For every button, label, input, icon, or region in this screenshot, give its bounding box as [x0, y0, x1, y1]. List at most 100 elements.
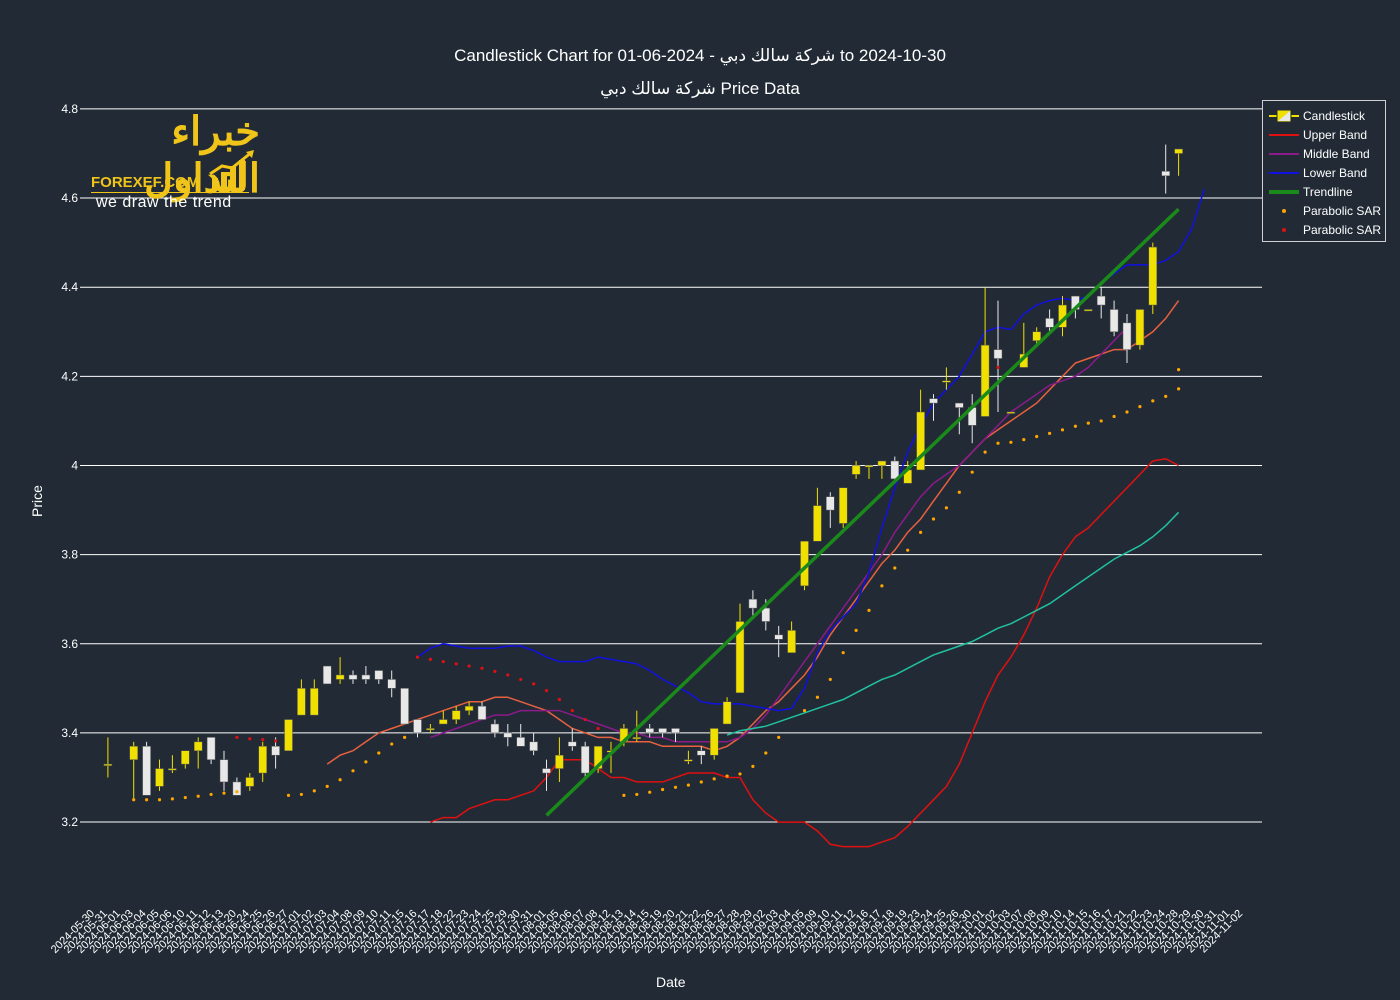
- sar-point-up: [1177, 368, 1181, 372]
- sar-point-up: [132, 798, 136, 802]
- sar-point-up: [854, 628, 858, 633]
- candle-body: [1084, 309, 1093, 312]
- candle-body: [361, 674, 371, 680]
- sar-point-up: [235, 790, 239, 794]
- upper-band-line: [430, 458, 1179, 848]
- sar-point-up: [970, 470, 974, 474]
- candle-body: [942, 380, 951, 383]
- candle-body: [632, 737, 642, 740]
- candle-body: [387, 679, 396, 689]
- sar-point-up: [390, 742, 394, 746]
- candle-body: [245, 777, 255, 787]
- candle-body: [722, 701, 732, 725]
- logo-brand: FOREXEF.COM: [91, 174, 200, 191]
- chart-title: Candlestick Chart for 01-06-2024 - شركة …: [454, 46, 946, 65]
- candle-body: [813, 505, 822, 542]
- y-tick-label: 3.4: [61, 726, 78, 740]
- y-tick-label: 3.2: [61, 815, 78, 829]
- sar-point-up: [183, 795, 187, 800]
- sar-point-down: [248, 737, 252, 741]
- sar-point-up: [351, 769, 355, 773]
- chart-subtitle: شركة سالك دبي Price Data: [600, 79, 800, 98]
- sar-point-down: [480, 666, 484, 670]
- candle-body: [464, 705, 474, 711]
- sar-point-up: [1138, 405, 1142, 409]
- sar-point-up: [1073, 424, 1077, 428]
- candle-body: [490, 723, 500, 734]
- x-axis-title: Date: [656, 974, 686, 990]
- candle-body: [568, 741, 577, 747]
- sar-point-up: [1035, 434, 1039, 439]
- candle-body: [580, 746, 590, 774]
- candle-body: [542, 768, 551, 774]
- legend-item-sar-down[interactable]: Parabolic SAR: [1263, 221, 1387, 240]
- sar-point-up: [738, 772, 742, 776]
- moving-average-line: [726, 511, 1180, 736]
- candle-body: [1135, 309, 1145, 346]
- legend-item-upper-band[interactable]: Upper Band: [1263, 126, 1387, 145]
- parabolic-sar: [132, 365, 1181, 802]
- indicator-lines: [326, 188, 1206, 848]
- candle-body: [748, 598, 758, 609]
- candle-body: [1006, 411, 1016, 414]
- candle-body: [774, 634, 783, 640]
- candle-body: [297, 688, 306, 716]
- sar-point-down: [415, 655, 420, 659]
- chart-legend[interactable]: Candlestick Upper Band Middle Band Lower…: [1262, 100, 1386, 242]
- dot-legend-icon: [1282, 209, 1286, 213]
- sar-point-down: [519, 677, 523, 682]
- candle-body: [181, 750, 190, 765]
- candle-body: [787, 630, 796, 653]
- y-tick-label: 3.6: [61, 637, 78, 651]
- legend-item-lower-band[interactable]: Lower Band: [1263, 164, 1387, 183]
- candle-body: [1096, 295, 1106, 306]
- candle-body: [1109, 309, 1119, 333]
- candle-body: [645, 728, 654, 734]
- candle-body: [761, 607, 771, 622]
- legend-item-sar-up[interactable]: Parabolic SAR: [1263, 202, 1387, 221]
- candle-body: [271, 746, 280, 756]
- sar-point-up: [338, 778, 342, 782]
- sar-point-up: [919, 530, 923, 534]
- dot-legend-icon: [1282, 228, 1286, 232]
- sar-point-up: [712, 777, 716, 781]
- y-tick-label: 4.6: [61, 191, 78, 205]
- candle-body: [1174, 148, 1183, 154]
- candle-body: [439, 719, 448, 725]
- sar-point-up: [983, 450, 987, 454]
- orange-band-line: [326, 300, 1180, 765]
- sar-point-up: [403, 735, 407, 739]
- sar-point-up: [209, 792, 213, 797]
- sar-point-down: [506, 673, 510, 677]
- sar-point-up: [1060, 428, 1065, 432]
- legend-item-candlestick[interactable]: Candlestick: [1263, 107, 1387, 126]
- sar-point-up: [931, 517, 936, 521]
- candle-body: [348, 674, 358, 680]
- sar-point-up: [957, 490, 961, 494]
- legend-item-middle-band[interactable]: Middle Band: [1263, 145, 1387, 164]
- sar-point-up: [622, 793, 626, 797]
- candle-body: [555, 754, 564, 769]
- candle-body: [838, 487, 848, 524]
- candle-body: [477, 705, 487, 720]
- candle-body: [826, 496, 835, 511]
- candle-body: [335, 674, 345, 680]
- y-tick-label: 4.8: [61, 102, 78, 116]
- sar-point-up: [1125, 410, 1129, 414]
- candlestick-legend-icon: [1269, 109, 1299, 123]
- sar-point-up: [1151, 399, 1155, 403]
- sar-point-down: [454, 662, 458, 666]
- line-legend-icon: [1269, 172, 1299, 174]
- candle-body: [284, 719, 293, 751]
- candle-body: [516, 737, 525, 747]
- legend-label: Trendline: [1303, 185, 1353, 199]
- sar-point-up: [196, 794, 200, 798]
- legend-item-trendline[interactable]: Trendline: [1263, 183, 1387, 202]
- legend-label: Candlestick: [1303, 109, 1366, 123]
- candle-body: [451, 710, 461, 720]
- sar-point-down: [996, 365, 1000, 370]
- sar-point-down: [557, 697, 562, 702]
- candle-body: [697, 750, 706, 756]
- candle-body: [929, 398, 938, 404]
